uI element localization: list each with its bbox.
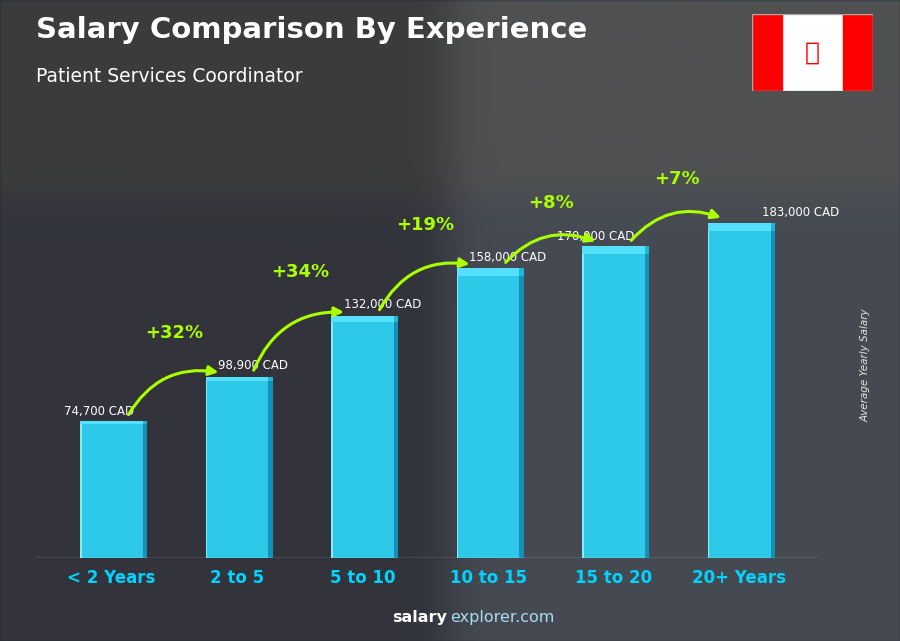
Bar <box>80 421 143 558</box>
Bar <box>268 376 273 558</box>
Bar <box>456 269 458 558</box>
Text: +32%: +32% <box>145 324 203 342</box>
Bar <box>582 246 645 254</box>
Text: 170,000 CAD: 170,000 CAD <box>557 230 634 243</box>
Bar <box>331 316 333 558</box>
Bar <box>205 376 268 558</box>
Bar <box>708 222 770 231</box>
Bar <box>205 376 268 381</box>
Bar <box>205 376 207 558</box>
Text: 74,700 CAD: 74,700 CAD <box>64 404 134 418</box>
Text: explorer.com: explorer.com <box>450 610 554 625</box>
Bar <box>456 269 519 276</box>
Bar <box>582 246 584 558</box>
Text: +34%: +34% <box>271 263 328 281</box>
Bar <box>331 316 394 558</box>
Bar <box>770 222 775 231</box>
Bar <box>456 269 519 558</box>
Text: Average Yearly Salary: Average Yearly Salary <box>860 308 871 422</box>
Text: salary: salary <box>392 610 447 625</box>
Bar <box>582 246 645 558</box>
Text: 🍁: 🍁 <box>805 40 820 65</box>
Text: 183,000 CAD: 183,000 CAD <box>762 206 839 219</box>
Bar <box>394 316 399 558</box>
Bar <box>842 14 873 91</box>
Text: 98,900 CAD: 98,900 CAD <box>218 359 288 372</box>
Text: 132,000 CAD: 132,000 CAD <box>344 298 421 312</box>
Bar <box>268 376 273 381</box>
Bar <box>80 421 82 558</box>
Text: 158,000 CAD: 158,000 CAD <box>469 251 546 263</box>
Bar <box>80 421 143 424</box>
Bar <box>394 316 399 322</box>
Text: +8%: +8% <box>528 194 574 212</box>
Bar <box>519 269 524 558</box>
Bar <box>331 316 394 322</box>
Bar <box>708 222 709 558</box>
Bar <box>143 421 147 424</box>
Bar <box>708 222 770 558</box>
Bar <box>752 14 782 91</box>
Bar <box>770 222 775 558</box>
Bar <box>143 421 147 558</box>
Text: +19%: +19% <box>396 215 454 234</box>
Text: Salary Comparison By Experience: Salary Comparison By Experience <box>36 16 587 44</box>
Text: +7%: +7% <box>653 170 699 188</box>
Bar <box>645 246 650 558</box>
Bar <box>645 246 650 254</box>
Bar <box>519 269 524 276</box>
Text: Patient Services Coordinator: Patient Services Coordinator <box>36 67 302 87</box>
